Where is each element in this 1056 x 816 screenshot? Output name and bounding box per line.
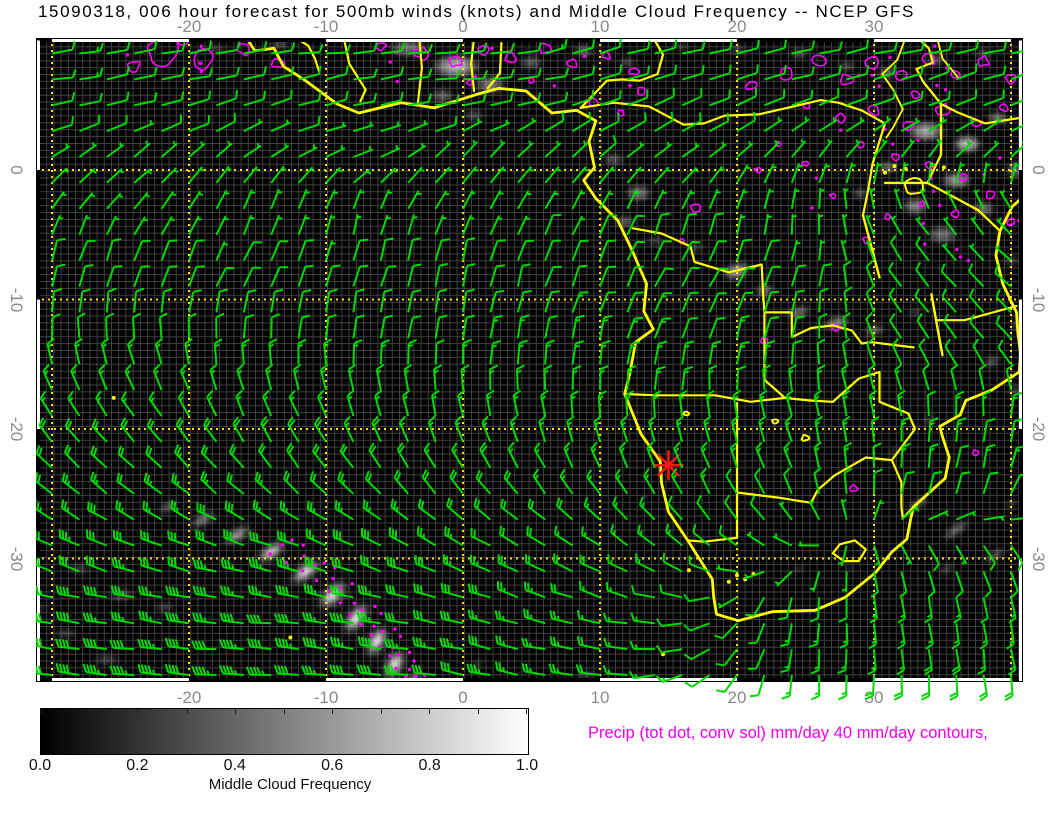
y-tick-label: -20	[7, 416, 26, 442]
colorbar-tickmark	[429, 709, 430, 714]
x-tick-label: -10	[313, 688, 339, 707]
colorbar-tick-label: 0.8	[418, 757, 441, 774]
x-tick-label: 10	[590, 688, 610, 707]
colorbar-tickmark	[477, 709, 479, 714]
colorbar-gradient	[40, 708, 529, 755]
colorbar-tickmark	[186, 709, 188, 714]
x-tick-label: 30	[864, 17, 884, 36]
x-tick-label: 10	[590, 17, 610, 36]
precip-caption: Precip (tot dot, conv sol) mm/day 40 mm/…	[588, 724, 988, 742]
colorbar-tickmark	[235, 709, 236, 714]
x-tick-label: 20	[727, 17, 747, 36]
y-tick-label: 0	[7, 165, 26, 175]
map-plot	[36, 38, 1023, 702]
x-tick-label: 0	[458, 17, 468, 36]
x-tick-label: -20	[176, 17, 202, 36]
colorbar-tick-label: 1.0	[515, 757, 539, 774]
x-tick-label: 30	[864, 688, 884, 707]
colorbar-tick-label: 0.6	[321, 757, 344, 774]
x-tick-label: 0	[458, 688, 468, 707]
colorbar-tickmark	[89, 709, 91, 714]
colorbar-tickmark	[526, 709, 527, 714]
x-tick-label: -10	[313, 17, 339, 36]
colorbar-tickmark	[138, 709, 139, 714]
colorbar-tickmark	[283, 709, 285, 714]
colorbar-tick-label: 0.0	[28, 757, 52, 774]
x-tick-label: 20	[727, 688, 747, 707]
colorbar-tick-label: 0.2	[126, 757, 149, 774]
plot-title: 15090318, 006 hour forecast for 500mb wi…	[38, 2, 915, 21]
y-tick-label: -30	[7, 546, 26, 571]
map-svg	[36, 38, 1023, 702]
colorbar-label: Middle Cloud Frequency	[208, 776, 372, 793]
x-tick-label: -20	[176, 688, 202, 707]
y-tick-label: -10	[7, 287, 26, 312]
colorbar-tickmark	[41, 709, 42, 714]
colorbar-tickmark	[332, 709, 333, 714]
colorbar-tickmark	[380, 709, 382, 714]
colorbar-tick-label: 0.4	[223, 757, 246, 774]
